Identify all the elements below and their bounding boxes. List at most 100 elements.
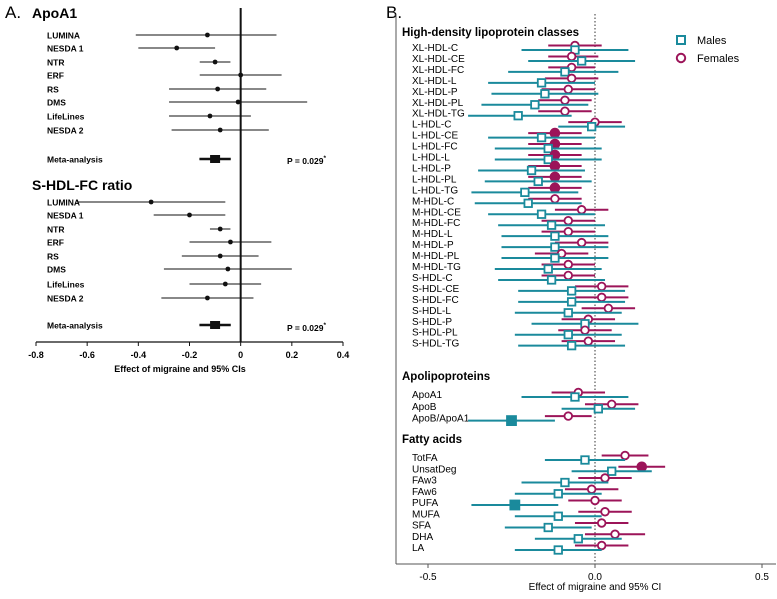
p-value-apoa1: P = 0.029* [287, 155, 326, 166]
legend-males-label: Males [697, 35, 727, 47]
point-males [593, 404, 603, 414]
metabolite-label: XL-HDL-PL [412, 98, 464, 109]
point-males [566, 297, 577, 307]
study-label: NTR [47, 58, 64, 68]
point-males [543, 143, 553, 154]
section-title-apoa1: ApoA1 [32, 5, 77, 21]
point-females [607, 399, 617, 409]
group-title-fatty-acids: Fatty acids [402, 434, 462, 446]
metabolite-label: ApoB/ApoA1 [412, 414, 470, 425]
metabolite-label: S-HDL-P [412, 317, 452, 328]
metabolite-label: L-HDL-TG [412, 185, 458, 196]
point-males [536, 78, 547, 88]
metabolite-label: TotFA [412, 453, 438, 464]
point-females [620, 450, 630, 461]
point-estimate [235, 99, 241, 105]
point-females [563, 270, 573, 281]
point-males [536, 209, 547, 219]
tick-label: 0.0 [588, 572, 602, 583]
point-males [560, 67, 570, 77]
point-males [607, 466, 617, 476]
study-label: LUMINA [47, 198, 80, 208]
point-estimate [205, 295, 210, 301]
point-males [553, 545, 563, 555]
metabolite-label: S-HDL-C [412, 273, 453, 284]
point-males [566, 340, 577, 351]
metabolite-label: XL-HDL-C [412, 43, 458, 54]
metabolite-label: DHA [412, 532, 433, 543]
point-estimate [148, 199, 154, 205]
metabolite-label: L-HDL-P [412, 163, 451, 174]
point-females [600, 507, 610, 517]
point-females [549, 160, 561, 172]
study-label: NESDA 2 [47, 126, 84, 136]
point-estimate [228, 239, 233, 245]
point-males [506, 415, 517, 427]
study-label: RS [47, 85, 59, 95]
tick-label: 0 [238, 350, 243, 360]
study-label: NESDA 2 [47, 294, 84, 304]
point-estimate [205, 32, 210, 38]
study-label: NESDA 1 [47, 44, 84, 54]
tick-label: 0.4 [337, 350, 350, 360]
metabolite-label: M-HDL-TG [412, 262, 461, 273]
metabolite-label: L-HDL-L [412, 153, 450, 164]
legend: Males Females [675, 35, 740, 65]
point-females [636, 461, 648, 473]
study-label: DMS [47, 265, 66, 275]
metabolite-label: XL-HDL-TG [412, 109, 465, 120]
point-females [596, 518, 607, 528]
metabolite-label: SFA [412, 521, 431, 532]
point-females [550, 194, 560, 204]
point-females [576, 237, 587, 248]
meta-estimate-square [210, 321, 221, 329]
legend-males-marker [676, 35, 686, 45]
meta-analysis-label: Meta-analysis [47, 155, 103, 165]
point-males [509, 499, 521, 511]
tick-label: -0.4 [131, 350, 147, 360]
metabolite-label: M-HDL-PL [412, 251, 460, 262]
panel-a-label: A. [5, 3, 21, 22]
study-label: LUMINA [47, 31, 80, 41]
metabolite-label: PUFA [412, 498, 438, 509]
point-males [520, 187, 530, 198]
point-females [600, 473, 610, 483]
point-estimate [215, 86, 221, 92]
panel-b-xlabel: Effect of migraine and 95% CI [529, 582, 662, 593]
study-label: RS [47, 252, 59, 262]
meta-analysis-label: Meta-analysis [47, 321, 103, 331]
metabolite-label: M-HDL-P [412, 240, 454, 251]
point-males [543, 522, 553, 533]
tick-label: 0.5 [755, 572, 769, 583]
point-females [576, 205, 587, 215]
point-females [586, 484, 597, 494]
group-title-hdl: High-density lipoprotein classes [402, 27, 579, 39]
point-males [570, 392, 580, 402]
metabolite-label: M-HDL-FC [412, 218, 460, 229]
point-males [536, 132, 547, 143]
point-males [566, 286, 577, 296]
panel-b-plot: -0.5 0.0 0.5XL-HDL-CXL-HDL-CEXL-HDL-FCXL-H… [412, 14, 769, 583]
metabolite-label: ApoA1 [412, 390, 442, 401]
point-estimate [217, 127, 223, 133]
point-males [546, 275, 557, 285]
point-males [523, 198, 533, 208]
panel-b-label: B. [386, 3, 402, 22]
metabolite-label: M-HDL-L [412, 229, 453, 240]
study-label: LifeLines [47, 280, 85, 290]
point-females [583, 336, 594, 346]
point-females [560, 106, 570, 116]
metabolite-label: S-HDL-PL [412, 328, 458, 339]
point-females [563, 411, 573, 421]
point-estimate [217, 253, 223, 259]
metabolite-label: FAw3 [412, 476, 437, 487]
metabolite-label: L-HDL-CE [412, 131, 458, 142]
study-label: LifeLines [47, 112, 85, 122]
study-label: ERF [47, 238, 64, 248]
metabolite-label: M-HDL-C [412, 196, 454, 207]
point-females [610, 529, 620, 539]
point-males [553, 511, 563, 521]
point-estimate [212, 59, 218, 65]
point-females [563, 215, 573, 226]
